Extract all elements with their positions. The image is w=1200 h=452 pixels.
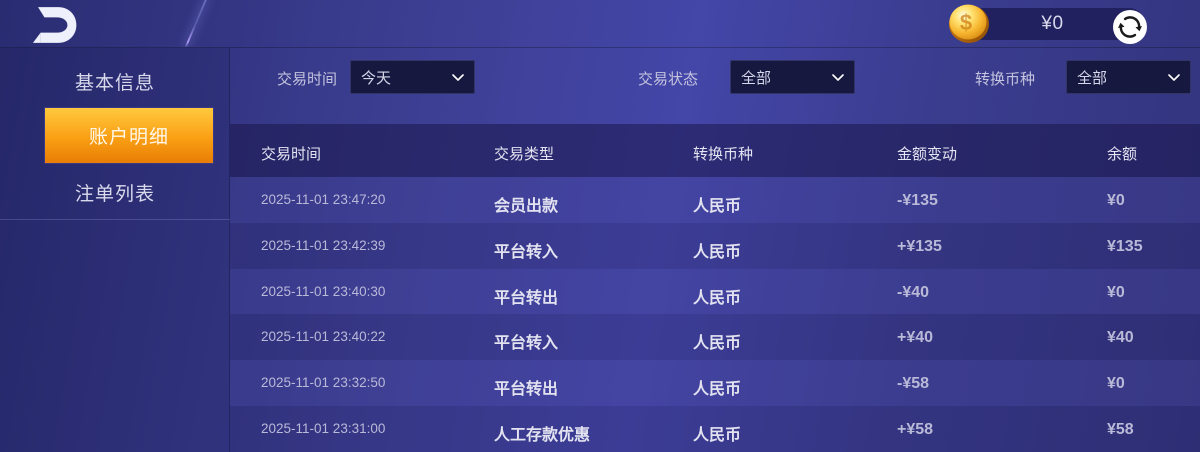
svg-text:$: $	[960, 10, 972, 35]
